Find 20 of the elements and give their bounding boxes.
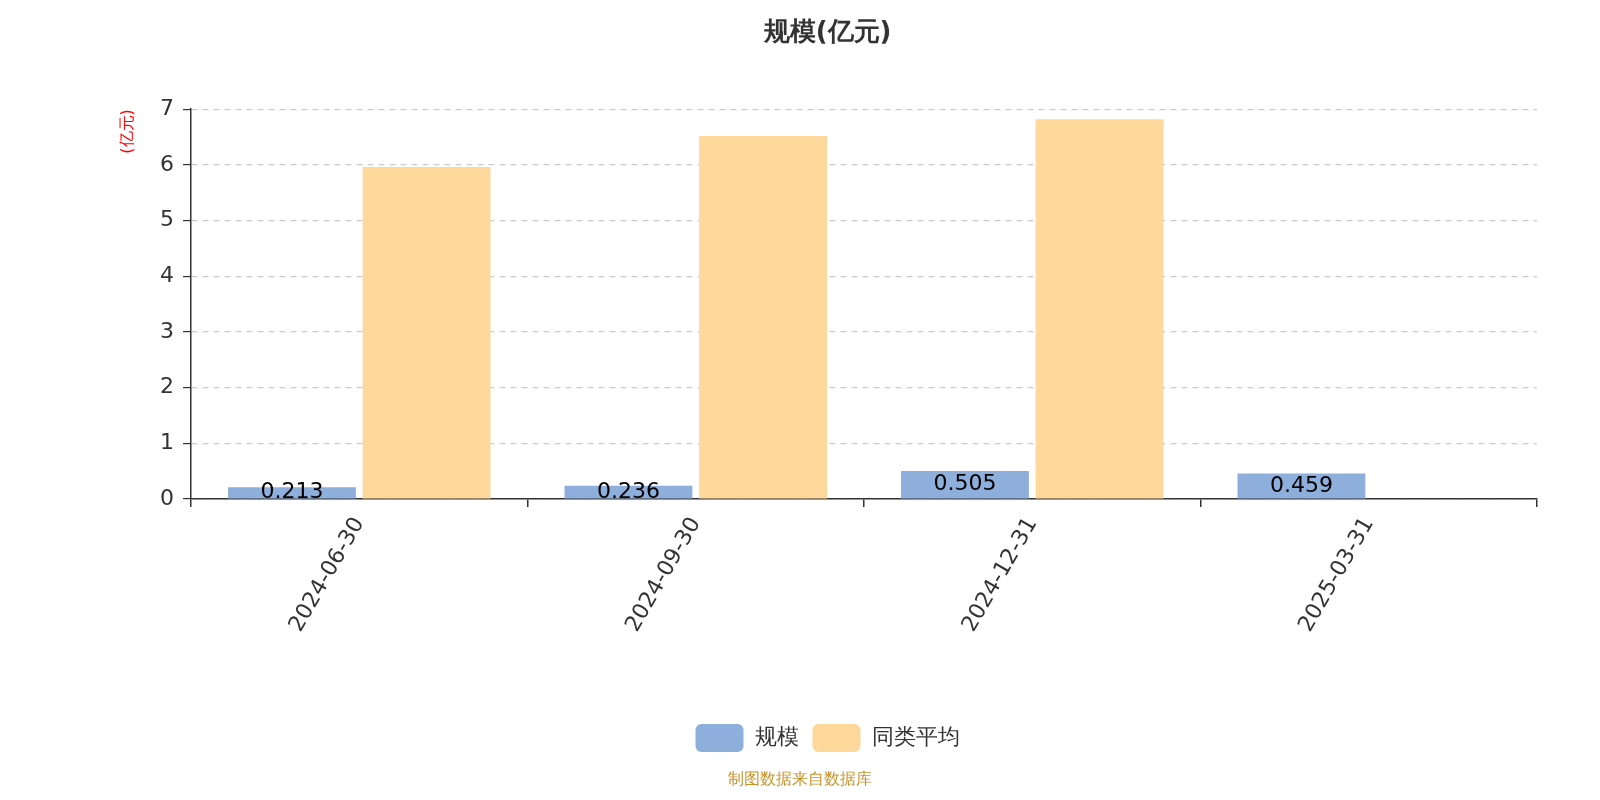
data-label: 0.236 [596,477,660,503]
y-tick-label: 5 [160,206,174,232]
y-tick-label: 7 [160,94,174,120]
y-tick-label: 0 [160,484,174,510]
bar [699,135,827,499]
y-tick-label: 6 [160,150,174,176]
y-tick-label: 4 [160,261,174,287]
legend-label: 同类平均 [871,723,960,749]
chart-title: 规模(亿元) [762,16,892,47]
bar [362,167,491,499]
data-label: 0.459 [1269,471,1333,497]
y-tick-label: 2 [160,373,174,399]
text: 制图数据来自数据库 [728,769,872,789]
legend-label: 规模 [754,723,799,749]
y-tick-label: 3 [160,317,174,343]
data-label: 0.505 [933,470,997,496]
bar [1035,119,1164,499]
data-label: 0.213 [260,478,324,504]
y-tick-label: 1 [160,429,174,455]
y-axis-title: (亿元) [116,109,136,154]
